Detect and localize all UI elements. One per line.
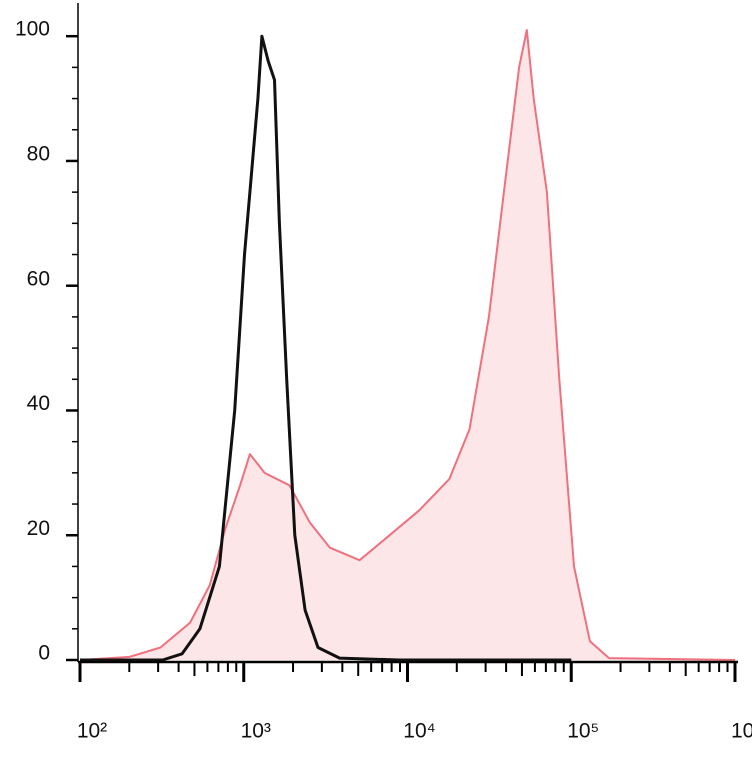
x-tick-label: 10³	[241, 720, 271, 743]
x-tick-label: 10²	[77, 720, 107, 743]
y-tick-label: 80	[27, 142, 50, 165]
y-tick-label: 100	[15, 18, 50, 41]
y-tick-label: 0	[38, 642, 50, 665]
histogram-line	[80, 34, 572, 662]
x-tick-label: 10⁴	[403, 720, 435, 743]
y-tick-label: 40	[27, 392, 50, 415]
x-tick-label: 10⁵	[567, 720, 599, 743]
histogram-line	[79, 29, 736, 661]
x-tick-label: 10⁶	[731, 720, 752, 743]
y-tick-label: 60	[27, 267, 50, 290]
y-tick-label: 20	[27, 517, 50, 540]
